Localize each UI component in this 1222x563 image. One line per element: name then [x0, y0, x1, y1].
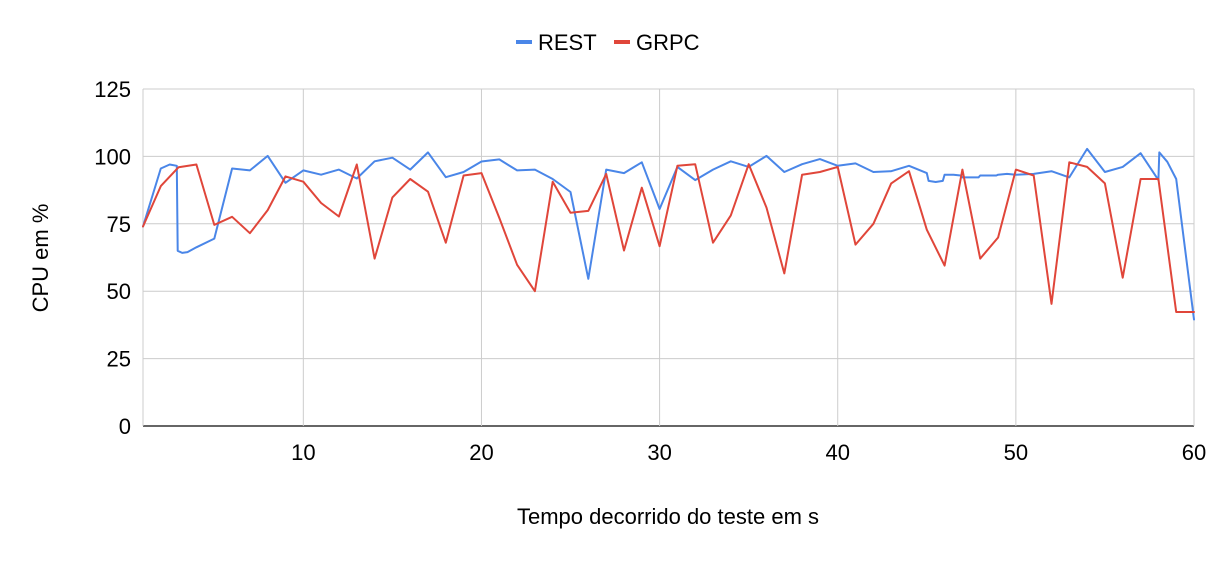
- x-tick-label: 20: [469, 440, 493, 465]
- y-tick-label: 0: [119, 414, 131, 439]
- y-axis-title: CPU em %: [28, 204, 53, 313]
- grid-lines: [142, 88, 1195, 427]
- series-lines: [142, 147, 1195, 321]
- y-tick-label: 100: [94, 144, 131, 169]
- y-tick-label: 75: [107, 212, 131, 237]
- series-line-grpc: [142, 161, 1195, 313]
- x-tick-label: 10: [291, 440, 315, 465]
- legend-label-grpc: GRPC: [636, 30, 700, 55]
- y-tick-label: 125: [94, 77, 131, 102]
- legend-label-rest: REST: [538, 30, 597, 55]
- y-tick-label: 25: [107, 347, 131, 372]
- tick-labels: 0 25 50 75 100 125 10 20 30 40 50 60: [94, 77, 1206, 465]
- legend: REST GRPC: [516, 30, 700, 55]
- y-tick-label: 50: [107, 279, 131, 304]
- x-tick-label: 50: [1004, 440, 1028, 465]
- x-tick-label: 40: [825, 440, 849, 465]
- x-axis-title: Tempo decorrido do teste em s: [517, 504, 819, 529]
- series-line-rest: [142, 147, 1195, 321]
- x-tick-label: 30: [647, 440, 671, 465]
- x-tick-label: 60: [1182, 440, 1206, 465]
